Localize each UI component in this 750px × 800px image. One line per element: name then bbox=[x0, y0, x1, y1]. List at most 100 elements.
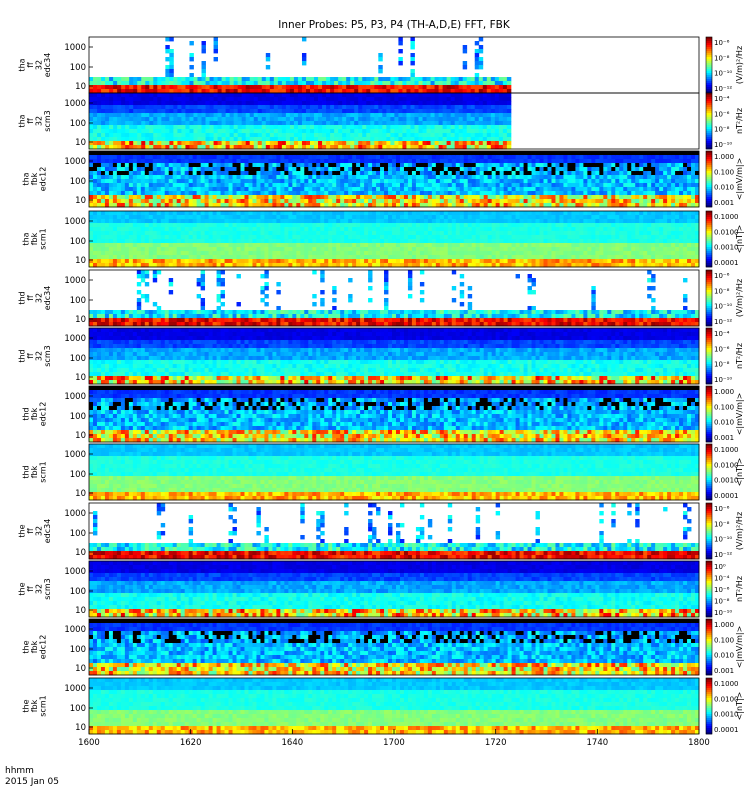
heatmap-cell bbox=[272, 183, 277, 188]
heatmap-cell bbox=[109, 109, 114, 114]
heatmap-cell bbox=[611, 175, 616, 180]
heatmap-cell bbox=[527, 167, 532, 172]
heatmap-cell bbox=[372, 199, 377, 204]
heatmap-cell bbox=[144, 159, 150, 164]
heatmap-cell bbox=[252, 191, 257, 196]
heatmap-cell bbox=[474, 93, 480, 98]
heatmap-cell bbox=[611, 187, 616, 192]
heatmap-cell bbox=[173, 145, 178, 150]
heatmap-cell bbox=[539, 167, 544, 172]
heatmap-cell bbox=[623, 183, 628, 188]
heatmap-cell bbox=[390, 117, 395, 122]
heatmap-cell bbox=[209, 141, 214, 146]
heatmap-cell bbox=[300, 211, 305, 216]
heatmap-cell bbox=[296, 175, 301, 180]
heatmap-cell bbox=[382, 125, 387, 130]
heatmap-cell bbox=[105, 89, 110, 94]
heatmap-cell bbox=[470, 109, 476, 114]
heatmap-cell bbox=[169, 81, 174, 86]
heatmap-cell bbox=[96, 219, 102, 224]
heatmap-cell bbox=[478, 113, 484, 118]
heatmap-cell bbox=[248, 255, 253, 260]
heatmap-cell bbox=[418, 145, 423, 150]
heatmap-cell bbox=[188, 167, 194, 172]
heatmap-cell bbox=[249, 81, 255, 86]
heatmap-cell bbox=[446, 141, 452, 146]
heatmap-cell bbox=[164, 199, 170, 204]
heatmap-cell bbox=[228, 243, 233, 248]
heatmap-cell bbox=[96, 247, 102, 252]
heatmap-cell bbox=[495, 203, 501, 208]
heatmap-cell bbox=[216, 255, 221, 260]
heatmap-cell bbox=[490, 113, 496, 118]
heatmap-cell bbox=[220, 151, 225, 156]
heatmap-cell bbox=[152, 171, 158, 176]
heatmap-cell bbox=[296, 171, 301, 176]
heatmap-cell bbox=[334, 81, 339, 86]
heatmap-cell bbox=[161, 97, 166, 102]
heatmap-cell bbox=[687, 167, 692, 172]
heatmap-cell bbox=[197, 85, 202, 90]
heatmap-cell bbox=[188, 183, 194, 188]
heatmap-cell bbox=[285, 141, 291, 146]
heatmap-cell bbox=[435, 175, 441, 180]
heatmap-cell bbox=[454, 133, 460, 138]
heatmap-cell bbox=[172, 175, 178, 180]
heatmap-cell bbox=[486, 93, 492, 98]
heatmap-cell bbox=[338, 141, 343, 146]
heatmap-cell bbox=[193, 137, 198, 142]
heatmap-cell bbox=[265, 105, 271, 110]
heatmap-cell bbox=[515, 171, 520, 176]
heatmap-cell bbox=[104, 227, 110, 232]
heatmap-cell bbox=[136, 191, 142, 196]
heatmap-cell bbox=[342, 101, 347, 106]
heatmap-cell bbox=[443, 155, 449, 160]
heatmap-cell bbox=[671, 171, 676, 176]
heatmap-cell bbox=[362, 81, 367, 86]
heatmap-cell bbox=[523, 183, 528, 188]
heatmap-cell bbox=[292, 159, 297, 164]
heatmap-cell bbox=[603, 163, 608, 168]
heatmap-cell bbox=[402, 121, 407, 126]
heatmap-cell bbox=[232, 155, 237, 160]
heatmap-cell bbox=[245, 77, 251, 82]
heatmap-cell bbox=[112, 219, 118, 224]
color-bar-tick-label: 10⁻⁶ bbox=[714, 110, 730, 118]
heatmap-cell bbox=[338, 129, 343, 134]
heatmap-cell bbox=[663, 191, 668, 196]
heatmap-cell bbox=[140, 155, 146, 160]
heatmap-cell bbox=[296, 239, 301, 244]
heatmap-cell bbox=[362, 97, 367, 102]
heatmap-cell bbox=[129, 121, 134, 126]
heatmap-cell bbox=[280, 159, 285, 164]
heatmap-cell bbox=[366, 93, 371, 98]
heatmap-cell bbox=[563, 151, 568, 156]
heatmap-cell bbox=[216, 235, 221, 240]
heatmap-cell bbox=[466, 109, 472, 114]
heatmap-cell bbox=[410, 93, 415, 98]
heatmap-cell bbox=[470, 117, 476, 122]
heatmap-cell bbox=[328, 191, 333, 196]
heatmap-cell bbox=[599, 151, 604, 156]
heatmap-cell bbox=[104, 247, 110, 252]
heatmap-cell bbox=[121, 141, 126, 146]
heatmap-cell bbox=[474, 129, 480, 134]
heatmap-cell bbox=[208, 239, 213, 244]
heatmap-cell bbox=[276, 219, 281, 224]
heatmap-cell bbox=[611, 163, 616, 168]
color-bar-tick-label: 10⁻⁶ bbox=[714, 39, 730, 47]
heatmap-cell bbox=[148, 183, 154, 188]
heatmap-cell bbox=[273, 81, 279, 86]
heatmap-cell bbox=[112, 167, 118, 172]
heatmap-cell bbox=[125, 129, 130, 134]
heatmap-cell bbox=[388, 199, 393, 204]
heatmap-cell bbox=[204, 163, 210, 168]
heatmap-cell bbox=[631, 187, 636, 192]
heatmap-cell bbox=[571, 167, 576, 172]
heatmap-cell bbox=[631, 195, 636, 200]
heatmap-cell bbox=[338, 121, 343, 126]
heatmap-cell bbox=[89, 109, 94, 114]
color-bar-segment bbox=[706, 183, 712, 186]
heatmap-cell bbox=[201, 81, 206, 86]
